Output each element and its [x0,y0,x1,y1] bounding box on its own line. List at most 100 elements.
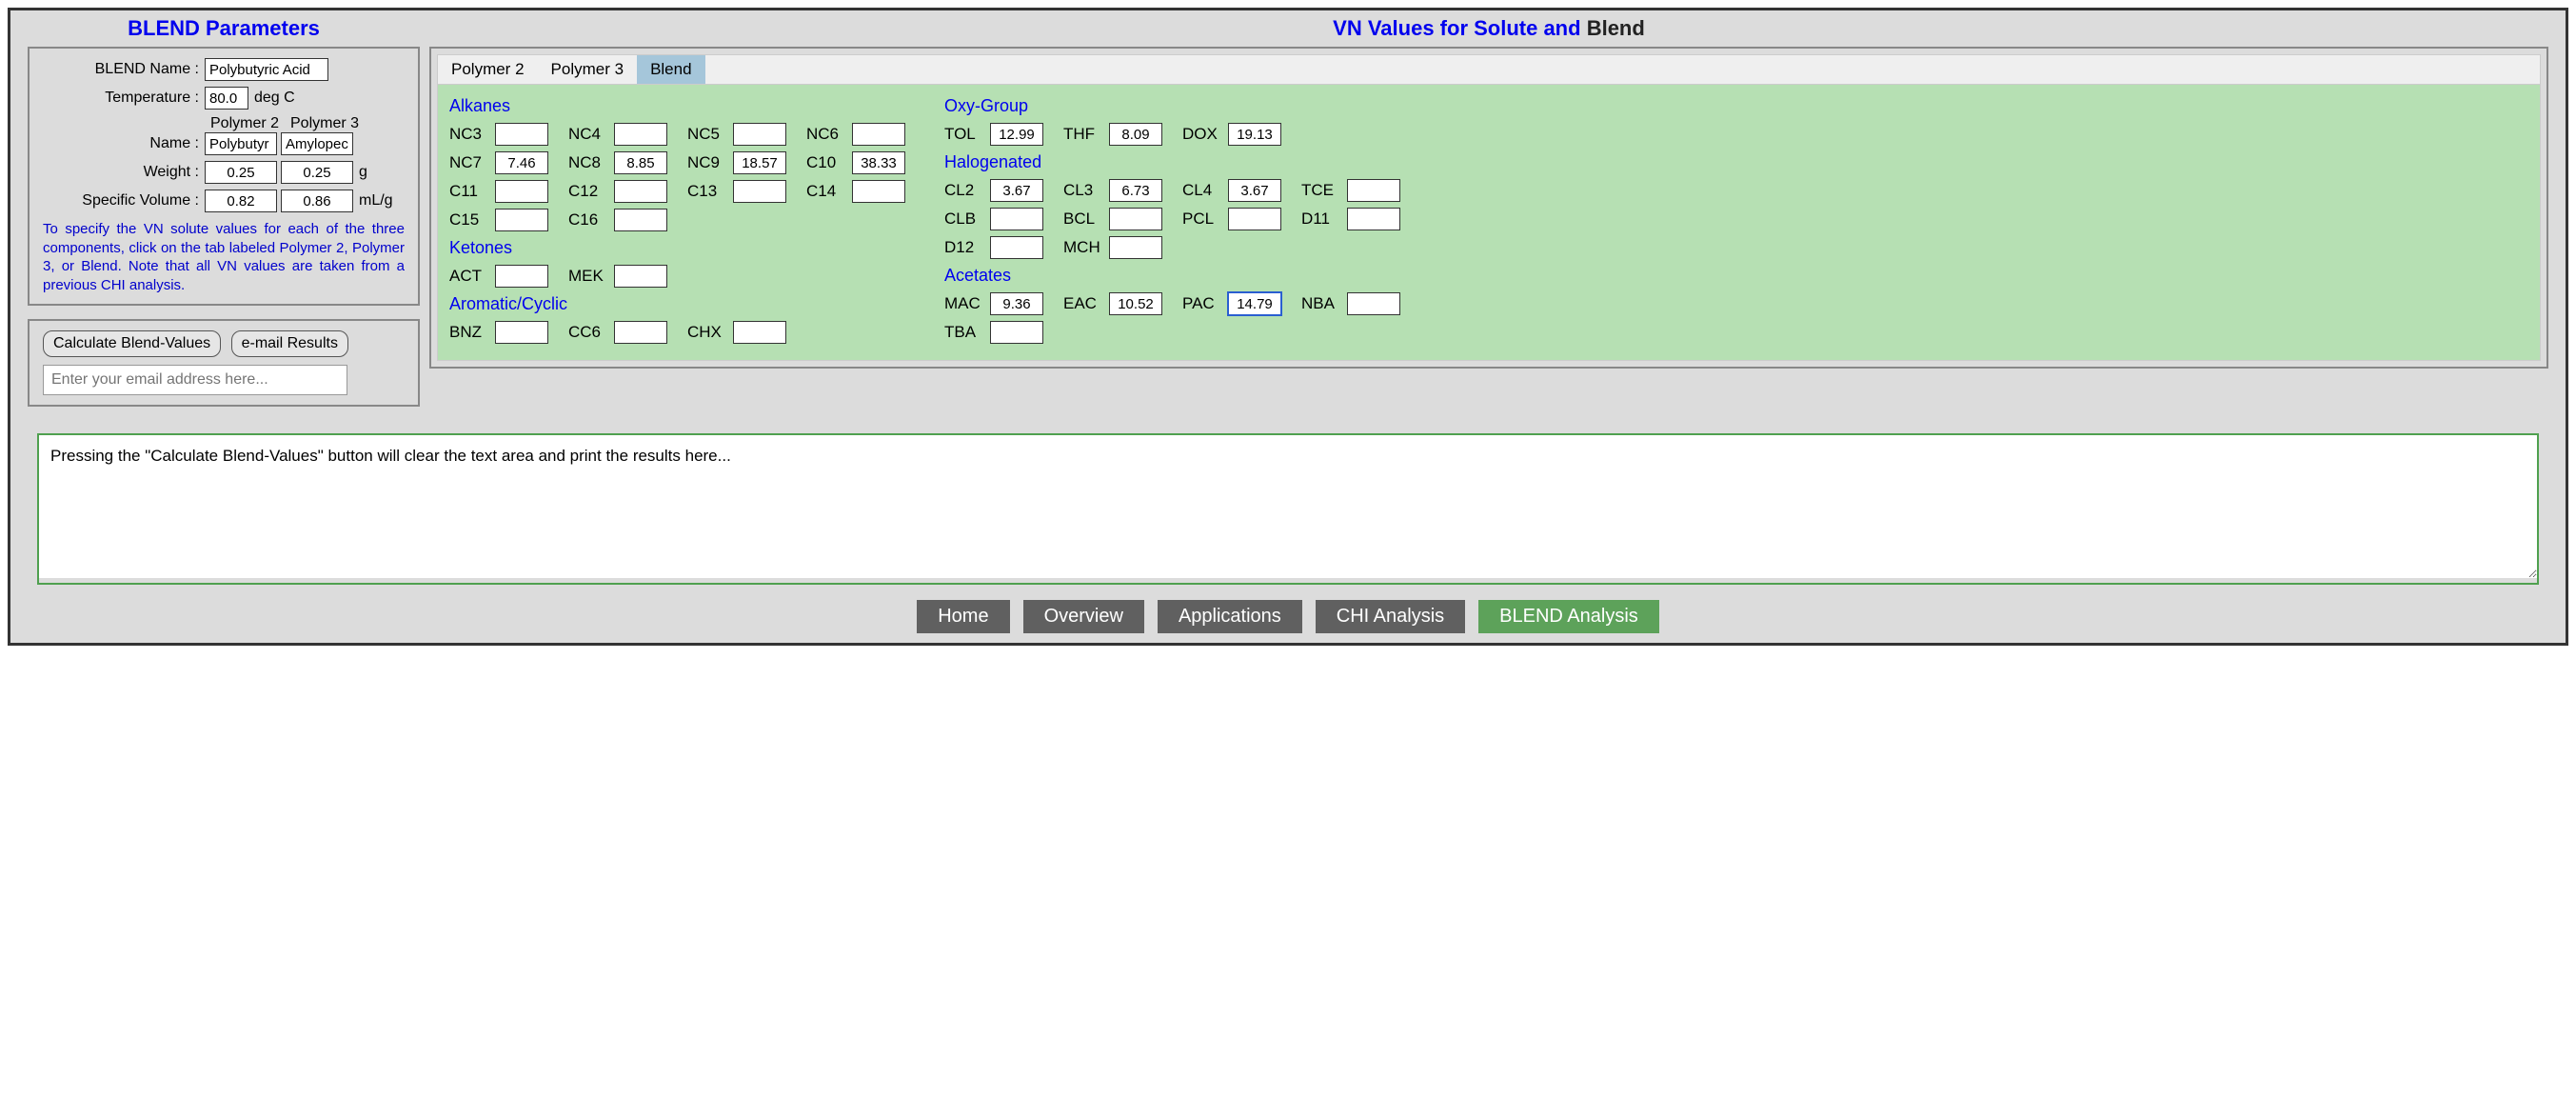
vn-pair-c15: C15 [449,209,568,231]
nav-overview[interactable]: Overview [1023,600,1144,633]
vn-pair-nc7: NC7 [449,151,568,174]
vn-input-nc5[interactable] [733,123,786,146]
vn-label-nc6: NC6 [806,125,852,144]
vn-label-act: ACT [449,267,495,286]
vn-input-c10[interactable] [852,151,905,174]
vn-input-nc7[interactable] [495,151,548,174]
vn-input-cl4[interactable] [1228,179,1281,202]
vn-input-eac[interactable] [1109,292,1162,315]
vn-input-thf[interactable] [1109,123,1162,146]
vn-input-d11[interactable] [1347,208,1400,230]
group-title-aromatic-cyclic: Aromatic/Cyclic [449,294,944,314]
vn-label-bcl: BCL [1063,210,1109,229]
vn-input-nc8[interactable] [614,151,667,174]
vn-input-tce[interactable] [1347,179,1400,202]
vn-label-cc6: CC6 [568,323,614,342]
vn-values-panel: Polymer 2 Polymer 3 Blend AlkanesNC3NC4N… [429,47,2548,369]
vn-left-groups: AlkanesNC3NC4NC5NC6NC7NC8NC9C10C11C12C13… [449,92,944,347]
email-address-input[interactable] [43,365,347,395]
polymer2-name-input[interactable] [205,132,277,155]
vn-right-groups: Oxy-GroupTOLTHFDOXHalogenatedCL2CL3CL4TC… [944,92,2528,347]
polymer2-weight-input[interactable] [205,161,277,184]
vn-input-bcl[interactable] [1109,208,1162,230]
temperature-unit: deg C [254,90,295,107]
vn-pair-pac: PAC [1182,292,1301,315]
vn-input-cc6[interactable] [614,321,667,344]
vn-pair-act: ACT [449,265,568,288]
vn-pair-clb: CLB [944,208,1063,230]
vn-label-chx: CHX [687,323,733,342]
vn-pair-c13: C13 [687,180,806,203]
blend-parameters-hint: To specify the VN solute values for each… [43,220,405,294]
vn-input-c13[interactable] [733,180,786,203]
specific-volume-label: Specific Volume : [43,192,205,210]
polymer2-sv-input[interactable] [205,190,277,212]
vn-input-c14[interactable] [852,180,905,203]
blend-name-label: BLEND Name : [43,61,205,78]
vn-input-nc9[interactable] [733,151,786,174]
vn-label-nc4: NC4 [568,125,614,144]
nav-home[interactable]: Home [917,600,1009,633]
vn-pair-cl3: CL3 [1063,179,1182,202]
vn-input-tba[interactable] [990,321,1043,344]
vn-input-act[interactable] [495,265,548,288]
vn-input-pac[interactable] [1228,292,1281,315]
tab-polymer-3[interactable]: Polymer 3 [538,55,638,84]
vn-values-title: VN Values for Solute and Blend [429,16,2548,41]
vn-input-tol[interactable] [990,123,1043,146]
vn-input-cl3[interactable] [1109,179,1162,202]
blend-name-input[interactable] [205,58,328,81]
vn-label-nc3: NC3 [449,125,495,144]
actions-panel: Calculate Blend-Values e-mail Results [28,319,420,407]
nav-chi-analysis[interactable]: CHI Analysis [1316,600,1465,633]
group-title-oxy-group: Oxy-Group [944,96,2528,116]
vn-input-pcl[interactable] [1228,208,1281,230]
polymer3-weight-input[interactable] [281,161,353,184]
vn-label-cl3: CL3 [1063,181,1109,200]
vn-input-nc4[interactable] [614,123,667,146]
vn-input-chx[interactable] [733,321,786,344]
vn-input-c11[interactable] [495,180,548,203]
vn-pair-mac: MAC [944,292,1063,315]
vn-input-clb[interactable] [990,208,1043,230]
tab-polymer-2[interactable]: Polymer 2 [438,55,538,84]
vn-input-mch[interactable] [1109,236,1162,259]
vn-input-nc3[interactable] [495,123,548,146]
tab-blend[interactable]: Blend [637,55,704,84]
nav-applications[interactable]: Applications [1158,600,1302,633]
vn-input-cl2[interactable] [990,179,1043,202]
vn-pair-nc4: NC4 [568,123,687,146]
group-row-ketones: ACTMEK [449,262,935,290]
polymer3-sv-input[interactable] [281,190,353,212]
vn-label-tba: TBA [944,323,990,342]
polymer3-name-input[interactable] [281,132,353,155]
vn-pair-nc5: NC5 [687,123,806,146]
vn-pair-d11: D11 [1301,208,1420,230]
vn-pair-bnz: BNZ [449,321,568,344]
vn-pair-pcl: PCL [1182,208,1301,230]
vn-pair-nc8: NC8 [568,151,687,174]
vn-input-bnz[interactable] [495,321,548,344]
name-label: Name : [43,135,205,152]
vn-input-c12[interactable] [614,180,667,203]
vn-input-dox[interactable] [1228,123,1281,146]
group-row-alkanes: NC3NC4NC5NC6NC7NC8NC9C10C11C12C13C14C15C… [449,120,935,234]
calculate-blend-values-button[interactable]: Calculate Blend-Values [43,330,221,357]
results-textarea[interactable] [39,435,2537,578]
vn-pair-bcl: BCL [1063,208,1182,230]
vn-input-mek[interactable] [614,265,667,288]
vn-pair-nc6: NC6 [806,123,925,146]
vn-input-nba[interactable] [1347,292,1400,315]
vn-label-nc8: NC8 [568,153,614,172]
vn-input-mac[interactable] [990,292,1043,315]
email-results-button[interactable]: e-mail Results [231,330,348,357]
vn-label-bnz: BNZ [449,323,495,342]
vn-input-nc6[interactable] [852,123,905,146]
vn-input-d12[interactable] [990,236,1043,259]
app-frame: BLEND Parameters BLEND Name : Temperatur… [8,8,2568,646]
vn-pair-c12: C12 [568,180,687,203]
vn-input-c15[interactable] [495,209,548,231]
temperature-input[interactable] [205,87,248,110]
nav-blend-analysis[interactable]: BLEND Analysis [1478,600,1659,633]
vn-input-c16[interactable] [614,209,667,231]
